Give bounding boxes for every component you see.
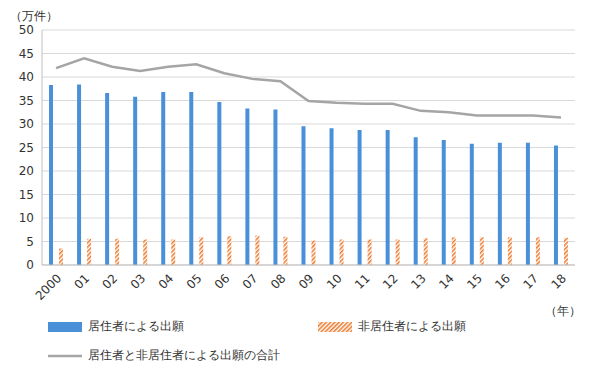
svg-text:40: 40 (19, 70, 34, 84)
svg-text:50: 50 (19, 23, 34, 37)
svg-text:45: 45 (19, 47, 34, 61)
svg-text:25: 25 (19, 141, 34, 155)
svg-text:16: 16 (492, 271, 513, 292)
svg-text:04: 04 (156, 271, 177, 292)
html-text:（万件）: （万件） (10, 9, 58, 23)
svg-text:2000: 2000 (33, 271, 64, 302)
html-text:（年）: （年） (545, 304, 581, 318)
svg-text:09: 09 (296, 271, 317, 292)
svg-text:08: 08 (268, 271, 289, 292)
svg-text:07: 07 (240, 271, 261, 292)
svg-text:10: 10 (324, 271, 345, 292)
svg-text:15: 15 (19, 188, 34, 202)
svg-text:14: 14 (436, 271, 457, 292)
svg-text:05: 05 (184, 271, 205, 292)
svg-text:01: 01 (72, 271, 93, 292)
svg-text:02: 02 (100, 271, 121, 292)
svg-text:17: 17 (520, 271, 541, 292)
svg-text:15: 15 (464, 271, 485, 292)
svg-text:03: 03 (128, 271, 149, 292)
html-text:居住者と非居住者による出願の合計: 居住者と非居住者による出願の合計 (88, 348, 280, 362)
svg-text:30: 30 (19, 117, 34, 131)
html-text:居住者による出願: 居住者による出願 (88, 319, 184, 333)
svg-text:35: 35 (19, 94, 34, 108)
svg-text:11: 11 (352, 271, 373, 292)
svg-text:5: 5 (26, 235, 34, 249)
svg-text:0: 0 (26, 258, 34, 272)
svg-text:06: 06 (212, 271, 233, 292)
svg-text:12: 12 (380, 271, 401, 292)
svg-text:20: 20 (19, 164, 34, 178)
html-text:非居住者による出願: 非居住者による出願 (358, 319, 466, 333)
svg-text:10: 10 (19, 211, 34, 225)
svg-text:13: 13 (408, 271, 429, 292)
svg-text:18: 18 (548, 271, 569, 292)
